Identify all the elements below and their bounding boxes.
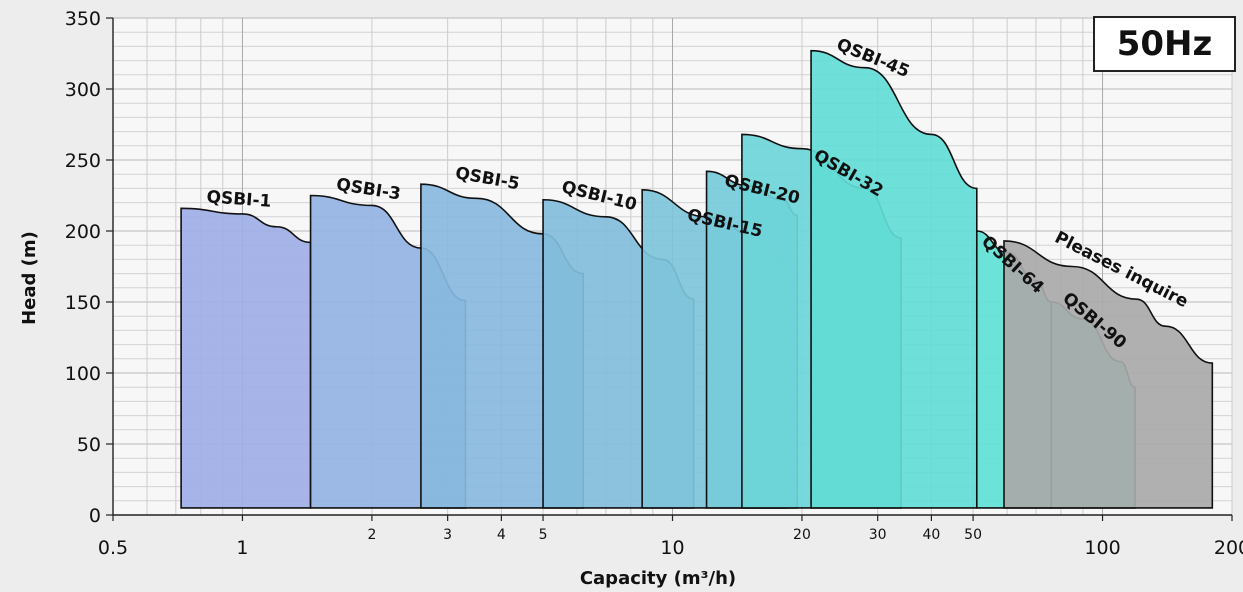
frequency-badge: 50Hz — [1093, 16, 1236, 72]
x-tick-label: 40 — [922, 527, 940, 543]
y-tick-label: 150 — [65, 292, 101, 314]
series-label-qsbi-1: QSBI-1 — [206, 187, 272, 211]
x-tick-label: 3 — [443, 527, 452, 543]
x-tick-label: 0.5 — [98, 537, 128, 559]
x-tick-label: 1 — [236, 537, 248, 559]
x-tick-label: 4 — [497, 527, 506, 543]
y-tick-label: 100 — [65, 363, 101, 385]
y-tick-label: 0 — [89, 505, 101, 527]
x-tick-label: 10 — [660, 537, 684, 559]
x-tick-label: 50 — [964, 527, 982, 543]
y-tick-label: 300 — [65, 79, 101, 101]
area-qsbi-1 — [180, 207, 312, 509]
y-tick-label: 250 — [65, 150, 101, 172]
x-tick-label: 30 — [869, 527, 887, 543]
y-tick-label: 350 — [65, 8, 101, 30]
x-tick-label: 20 — [793, 527, 811, 543]
area-qsbi-45 — [810, 49, 978, 509]
area-pleases-inquire — [1003, 240, 1214, 509]
y-tick-label: 50 — [77, 434, 101, 456]
x-tick-label: 200 — [1214, 537, 1243, 559]
y-axis-label: Head (m) — [19, 231, 40, 325]
x-tick-label: 2 — [367, 527, 376, 543]
x-axis-label: Capacity (m³/h) — [580, 568, 736, 589]
y-tick-label: 200 — [65, 221, 101, 243]
x-tick-label: 5 — [539, 527, 548, 543]
x-tick-label: 100 — [1084, 537, 1120, 559]
